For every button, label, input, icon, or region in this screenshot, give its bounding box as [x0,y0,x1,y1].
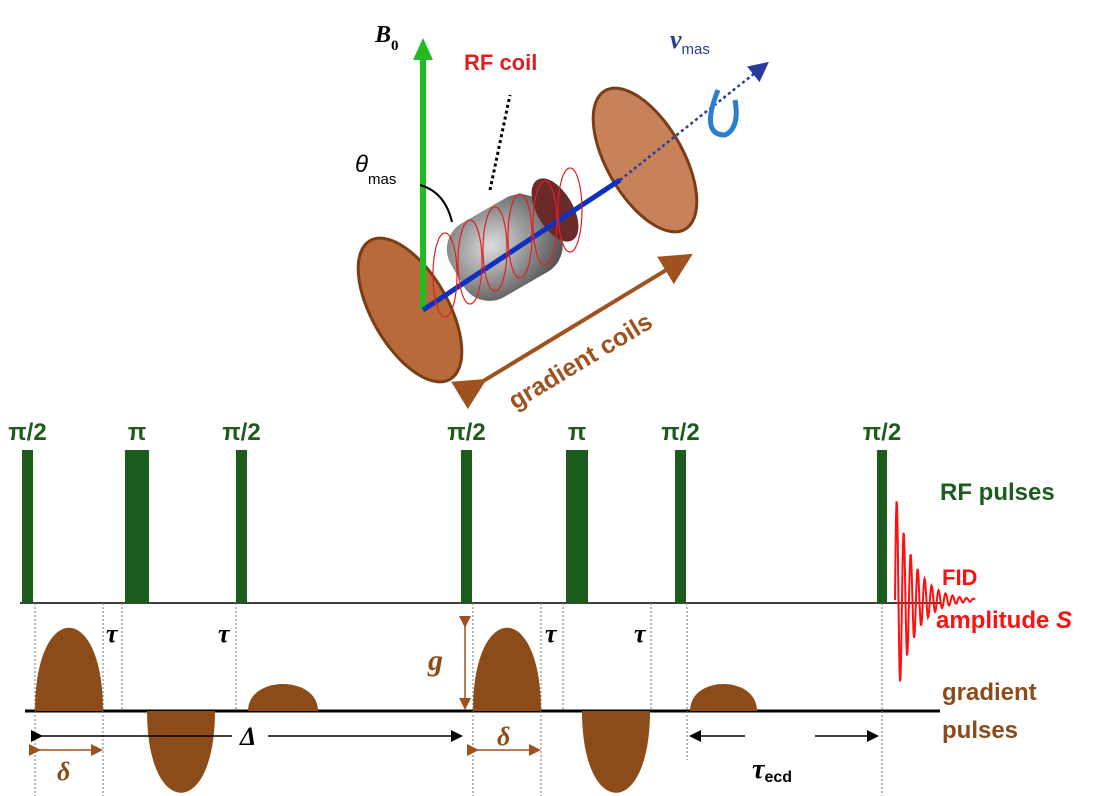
rf-coil-pointer [490,95,510,190]
rf-pulse-label: π [568,419,586,446]
amplitude-text: amplitude [936,607,1049,634]
tau-ecd-sub: ecd [764,769,792,786]
rf-pulse [461,450,472,603]
b0-sub: 0 [391,38,399,54]
pulse-sequence: RF pulses FID amplitude S gradient pulse… [8,419,1072,796]
apparatus: B0 RF coil νmas θmas gradient coils [337,22,765,415]
spin-symbol: ν [670,25,682,54]
page: B0 RF coil νmas θmas gradient coils RF p… [0,0,1110,796]
angle-symbol: θ [355,151,368,178]
rf-coil-label: RF coil [464,50,537,75]
amplitude-label: amplitude S [936,607,1072,634]
tau-label: τ [218,619,231,648]
tau-label: τ [106,619,119,648]
angle-label: θmas [355,151,396,188]
rf-pulse-label: π [128,419,146,446]
rf-pulse-label: π/2 [222,419,260,446]
gradient-label: gradient [942,679,1037,706]
b0-label: B0 [374,22,399,54]
diagram: B0 RF coil νmas θmas gradient coils RF p… [0,0,1110,796]
rf-pulse-label: π/2 [863,419,901,446]
gradient-label: pulses [942,717,1018,744]
rf-pulse-label: π/2 [447,419,485,446]
b0-head [413,38,433,60]
fid-signal [895,501,975,681]
tau-ecd-label: τecd [752,754,792,786]
rf-pulse-label: π/2 [661,419,699,446]
g-label: g [427,644,443,677]
small-delta-label: δ [57,757,70,786]
rf-pulse [675,450,686,603]
b0-symbol: B [374,22,391,48]
rf-pulse [566,450,588,603]
rf-pulse-label: π/2 [8,419,46,446]
spin-sub: mas [682,41,710,58]
small-delta-label: δ [497,722,510,751]
rf-pulse [236,450,247,603]
rf-pulses-label: RF pulses [940,479,1055,506]
spin-label: νmas [670,25,710,58]
tau-label: τ [545,619,558,648]
angle-sub: mas [368,171,396,188]
rf-pulse [22,450,33,603]
fid-label: FID [942,565,977,590]
amplitude-symbol: S [1056,607,1072,634]
big-delta-label: Δ [239,722,256,751]
tau-label: τ [634,619,647,648]
rf-pulse [877,450,887,603]
rf-pulse [125,450,149,603]
